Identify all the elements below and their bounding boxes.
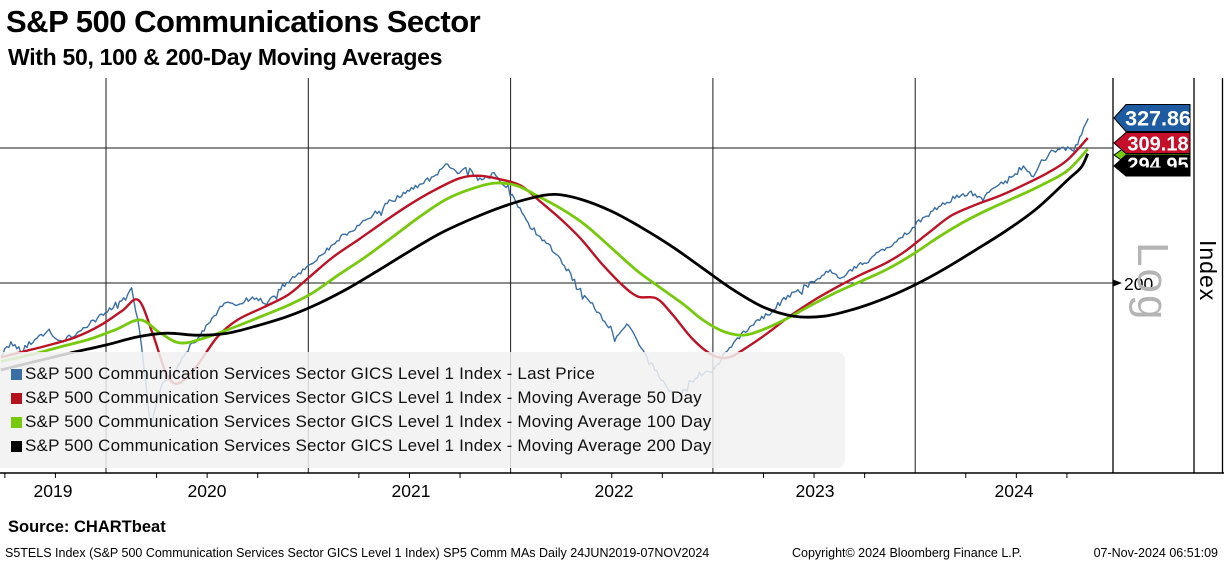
- x-tick-2024: 2024: [994, 481, 1034, 501]
- series-ma-200: [0, 153, 1090, 372]
- footer-copyright: Copyright© 2024 Bloomberg Finance L.P.: [792, 546, 1022, 560]
- price-flag-ma-200: [1113, 154, 1191, 177]
- legend-item-ma-50: S&P 500 Communication Services Sector GI…: [11, 386, 845, 410]
- price-flag-last-price-value: 327.86: [1125, 107, 1191, 131]
- legend-swatch: [11, 392, 22, 404]
- price-flag-ma-50-value: 309.18: [1127, 134, 1188, 156]
- footer-ticker-info: S5TELS Index (S&P 500 Communication Serv…: [5, 546, 710, 560]
- price-flag-last-price: [1113, 104, 1191, 132]
- price-flag-ma-50: [1113, 132, 1191, 154]
- legend-label: S&P 500 Communication Services Sector GI…: [25, 364, 596, 383]
- price-flags: 327.86 309.18 294.95: [1113, 104, 1191, 177]
- ytick-arrow: [1113, 279, 1122, 287]
- legend-label: S&P 500 Communication Services Sector GI…: [25, 412, 712, 431]
- legend-item-ma-100: S&P 500 Communication Services Sector GI…: [11, 410, 845, 434]
- legend-item-last-price: S&P 500 Communication Services Sector GI…: [11, 362, 845, 386]
- x-tick-2019: 2019: [33, 481, 73, 501]
- axis-ticks: [4, 473, 1068, 478]
- x-tick-2021: 2021: [391, 481, 431, 501]
- y-axis-title: Index: [1195, 240, 1221, 302]
- x-tick-2023: 2023: [795, 481, 835, 501]
- legend-label: S&P 500 Communication Services Sector GI…: [25, 436, 712, 455]
- log-scale-label: Log: [1128, 242, 1177, 322]
- source-line: Source: CHARTbeat: [8, 518, 166, 536]
- legend-label: S&P 500 Communication Services Sector GI…: [25, 388, 702, 407]
- page-subtitle: With 50, 100 & 200-Day Moving Averages: [8, 44, 443, 70]
- page-title: S&P 500 Communications Sector: [6, 4, 481, 39]
- series-ma-100: [0, 148, 1089, 363]
- legend-swatch: [11, 368, 22, 380]
- series-layer: [0, 118, 1090, 425]
- price-flag-ma-200-value: 294.95: [1127, 155, 1188, 177]
- series-ma-50: [0, 137, 1089, 385]
- y-tick-200: 200: [1124, 274, 1154, 294]
- legend-swatch: [11, 416, 22, 428]
- x-tick-2022: 2022: [594, 481, 634, 501]
- footer-timestamp: 07-Nov-2024 06:51:09: [1093, 546, 1218, 560]
- legend-item-ma-200: S&P 500 Communication Services Sector GI…: [11, 434, 845, 458]
- legend-swatch: [11, 440, 22, 452]
- chart-legend: S&P 500 Communication Services Sector GI…: [0, 352, 845, 468]
- x-tick-2020: 2020: [187, 481, 227, 501]
